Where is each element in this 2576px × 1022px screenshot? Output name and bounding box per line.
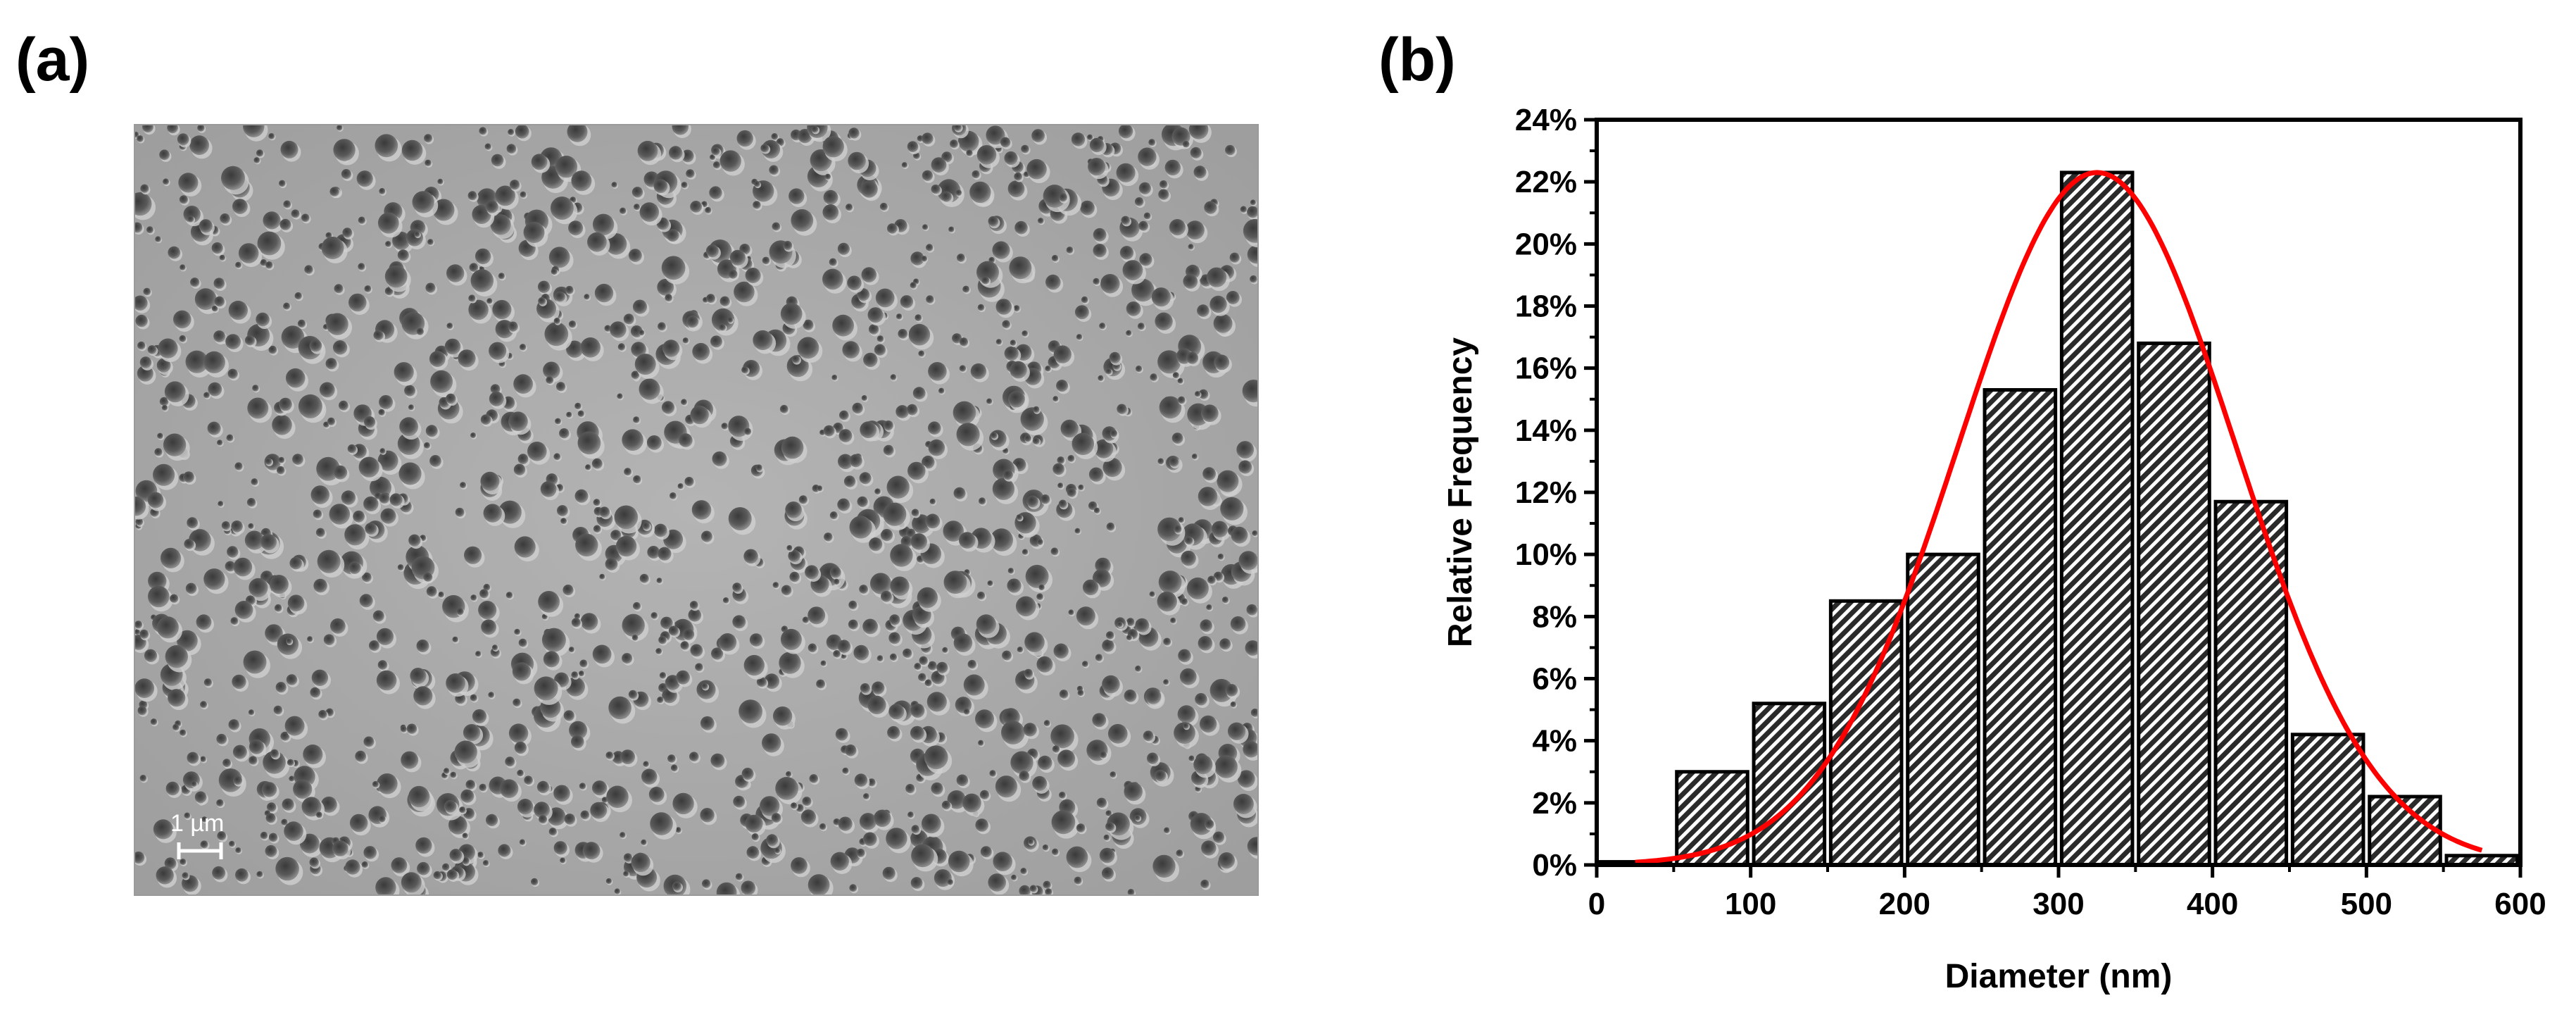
- plot-frame: [1595, 118, 2522, 867]
- y-tick-label: 12%: [1515, 475, 1577, 510]
- histogram-bar: [2059, 170, 2135, 867]
- x-tick-label: 0: [1588, 887, 1605, 921]
- panel-label-a: (a): [15, 26, 90, 94]
- scale-bar-label: 1 µm: [170, 810, 224, 837]
- x-tick-label: 600: [2494, 887, 2546, 921]
- y-tick-label: 4%: [1532, 724, 1577, 759]
- scale-bar: 1 µm: [170, 810, 224, 859]
- y-tick-label: 20%: [1515, 227, 1577, 261]
- gaussian-fit-curve: [1635, 170, 2483, 865]
- x-axis-title: Diameter (nm): [1945, 958, 2173, 995]
- histogram-bar: [1906, 552, 1980, 867]
- histogram-bar: [1983, 388, 2058, 867]
- y-tick-label: 16%: [1515, 351, 1577, 386]
- x-tick-label: 100: [1725, 887, 1776, 921]
- y-tick-label: 14%: [1515, 413, 1577, 448]
- y-tick-label: 22%: [1515, 165, 1577, 199]
- sem-micrograph: 1 µm: [134, 124, 1259, 896]
- histogram-bars: [1597, 170, 2520, 867]
- histogram-bar: [2290, 733, 2365, 867]
- y-axis: 0% 2% 4% 6% 8% 10% 12% 14% 16% 18% 20% 22% 24%: [1515, 103, 1597, 883]
- histogram-bar: [2137, 341, 2211, 867]
- y-tick-label: 18%: [1515, 289, 1577, 324]
- micrograph-pores: [135, 125, 1257, 895]
- y-tick-label: 0%: [1532, 848, 1577, 883]
- histogram-bar: [2213, 499, 2289, 867]
- x-axis: 0 100 200 300 400 500 600: [1588, 865, 2546, 921]
- x-tick-label: 400: [2187, 887, 2238, 921]
- x-tick-label: 300: [2032, 887, 2084, 921]
- panel-label-b: (b): [1378, 26, 1456, 94]
- y-tick-label: 24%: [1515, 103, 1577, 137]
- y-axis-title: Relative Frequency: [1442, 337, 1479, 647]
- y-tick-label: 2%: [1532, 786, 1577, 821]
- x-tick-label: 500: [2341, 887, 2392, 921]
- y-tick-label: 6%: [1532, 662, 1577, 697]
- histogram-bar: [1752, 702, 1827, 867]
- y-tick-label: 10%: [1515, 537, 1577, 572]
- y-tick-label: 8%: [1532, 599, 1577, 634]
- x-tick-label: 200: [1879, 887, 1930, 921]
